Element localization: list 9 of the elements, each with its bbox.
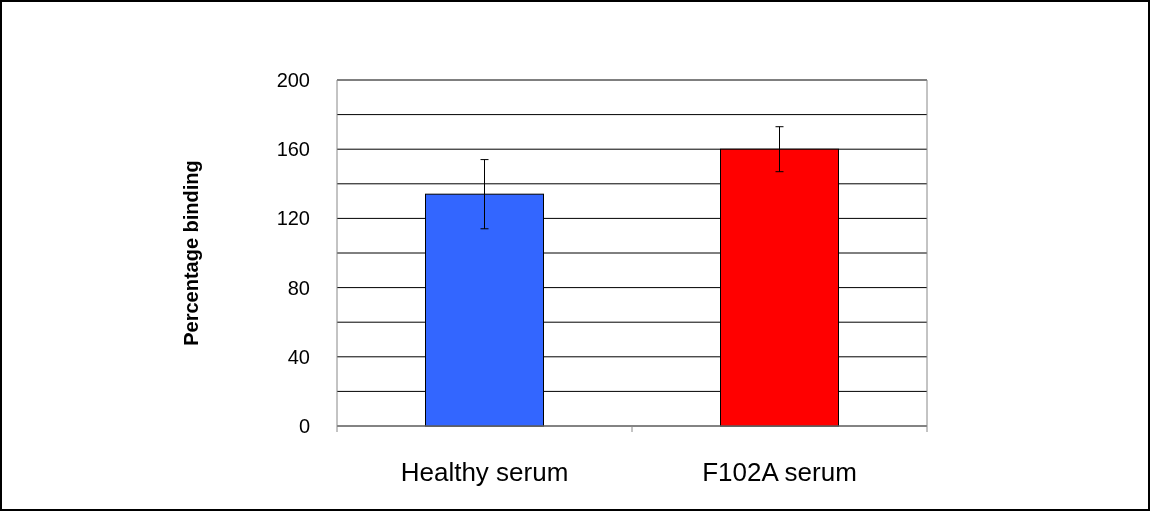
y-tick-label: 0 [298,415,310,437]
y-tick-label: 160 [276,138,310,161]
x-tick-label: F102A serum [702,457,857,487]
y-tick-label: 200 [276,69,310,91]
y-tick-label: 40 [287,345,310,368]
y-tick-label: 120 [276,207,310,230]
y-tick-label: 80 [287,276,310,299]
x-tick-label: Healthy serum [400,457,569,487]
y-axis-title: Percentage binding [180,160,202,346]
